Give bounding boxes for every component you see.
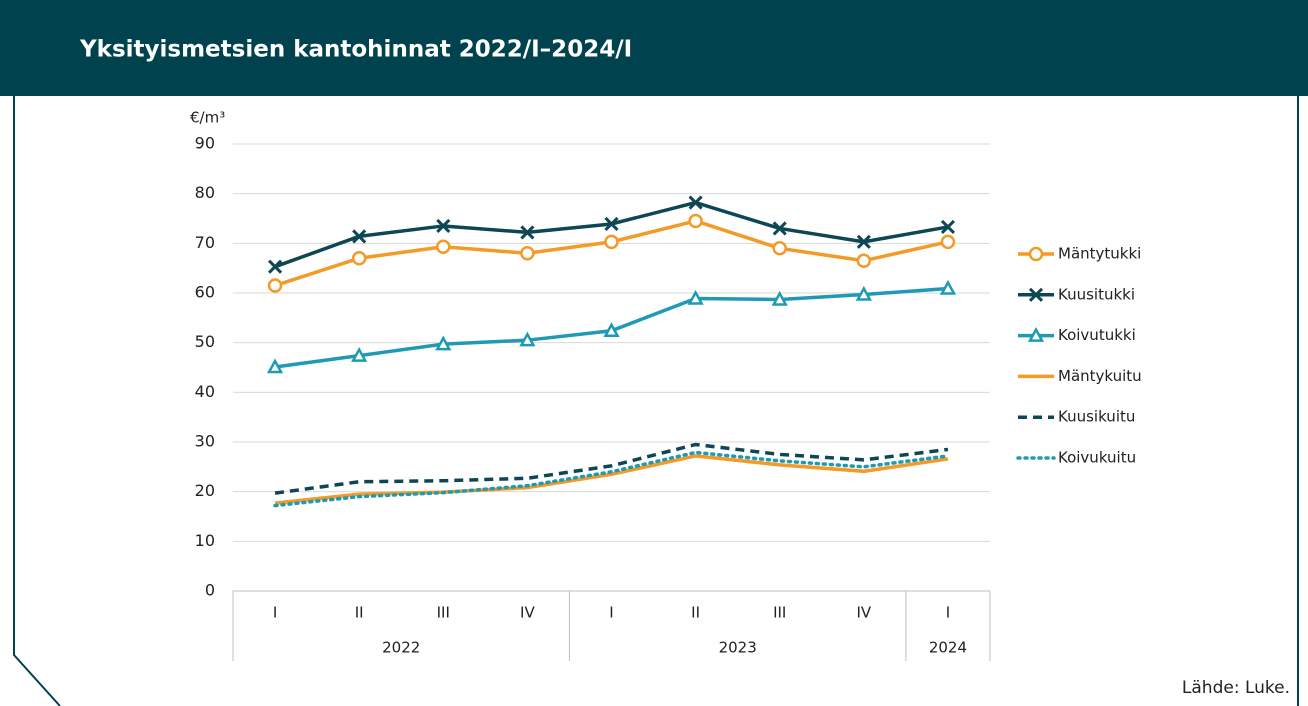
data-point — [940, 219, 956, 235]
chart-title: Yksityismetsien kantohinnat 2022/I–2024/… — [79, 37, 632, 63]
legend-label: Kuusikuitu — [1058, 408, 1135, 426]
legend-marker — [1028, 287, 1044, 302]
data-point — [688, 213, 703, 229]
data-point — [266, 358, 284, 374]
data-point — [856, 234, 871, 249]
y-tick-label: 40 — [195, 382, 215, 401]
legend-label: Koivukuitu — [1058, 449, 1136, 467]
data-point — [772, 221, 787, 236]
x-tick-label: I — [946, 604, 950, 622]
data-point — [604, 234, 619, 250]
series-line — [274, 219, 949, 288]
x-tick-label: III — [773, 604, 786, 622]
x-tick-label: IV — [520, 604, 535, 622]
y-axis-label: €/m³ — [190, 109, 225, 127]
data-point — [351, 346, 368, 362]
frame-left — [13, 96, 61, 706]
y-tick-label: 70 — [195, 233, 215, 252]
legend-label: Koivutukki — [1058, 326, 1136, 344]
data-point — [436, 239, 451, 255]
data-point — [519, 331, 536, 347]
legend-marker — [1027, 326, 1045, 342]
series-line — [274, 442, 949, 495]
x-tick-label: II — [691, 604, 700, 622]
header-band — [0, 0, 1308, 96]
data-point — [771, 290, 788, 306]
data-point — [604, 216, 619, 232]
data-point — [687, 289, 704, 305]
y-tick-label: 10 — [195, 531, 215, 550]
y-tick-label: 90 — [195, 134, 215, 153]
x-tick-label: I — [273, 604, 277, 622]
y-tick-label: 30 — [195, 432, 215, 451]
y-tick-label: 20 — [195, 481, 215, 500]
data-point — [856, 253, 872, 268]
data-point — [351, 250, 367, 266]
data-point — [520, 225, 535, 240]
y-tick-label: 0 — [205, 581, 215, 600]
y-tick-label: 60 — [195, 283, 215, 302]
data-point — [267, 259, 283, 274]
x-tick-label: IV — [856, 604, 871, 622]
data-point — [688, 195, 703, 210]
data-point — [435, 335, 452, 351]
x-tick-label: II — [355, 604, 364, 622]
x-tick-label: I — [609, 604, 613, 622]
data-point — [940, 234, 956, 250]
data-point — [352, 229, 367, 244]
x-tick-label: III — [437, 604, 450, 622]
legend-label: Mäntykuitu — [1058, 367, 1142, 385]
y-tick-label: 80 — [195, 183, 215, 202]
data-point — [855, 285, 872, 301]
data-point — [267, 278, 283, 293]
legend-marker — [1028, 246, 1044, 262]
group-label: 2022 — [382, 639, 420, 657]
data-point — [603, 322, 620, 337]
data-point — [939, 279, 957, 295]
group-label: 2023 — [719, 639, 757, 657]
group-label: 2024 — [929, 639, 967, 657]
data-point — [520, 246, 535, 261]
legend-label: Kuusitukki — [1058, 285, 1135, 303]
series-line — [274, 454, 949, 505]
source-note: Lähde: Luke. — [1182, 678, 1290, 698]
series-line — [273, 450, 950, 508]
data-point — [772, 241, 787, 256]
legend-label: Mäntytukki — [1058, 245, 1141, 263]
y-tick-label: 50 — [195, 332, 215, 351]
data-point — [436, 218, 451, 234]
